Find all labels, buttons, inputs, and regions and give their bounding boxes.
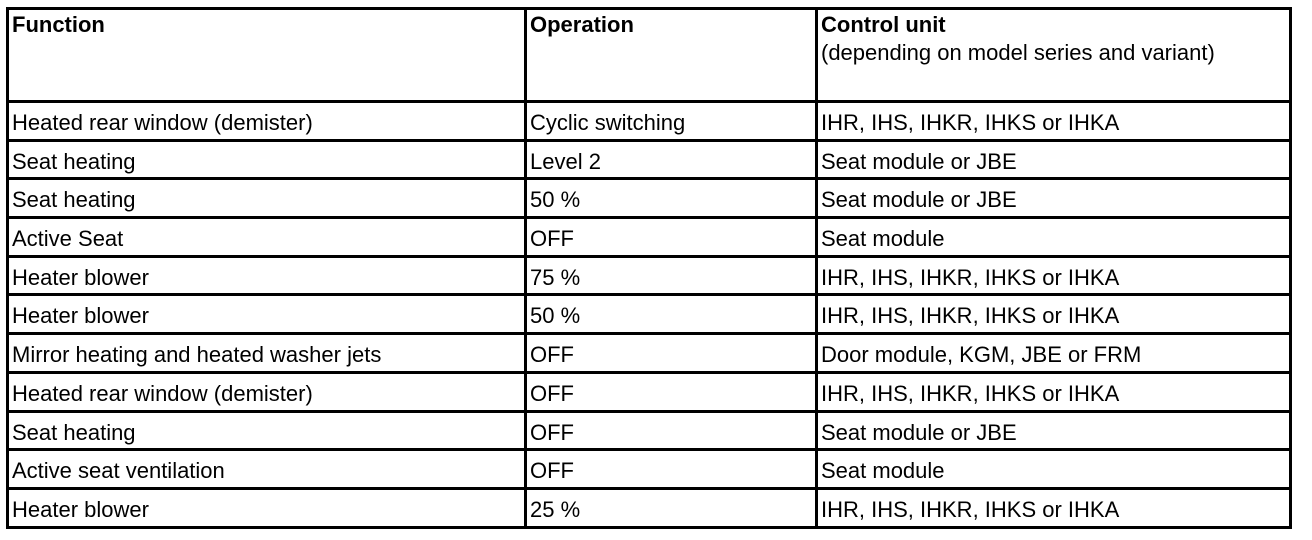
cell-function: Seat heating <box>6 409 527 452</box>
cell-control-unit: Seat module or JBE <box>815 409 1292 452</box>
cell-function: Mirror heating and heated washer jets <box>6 332 527 374</box>
header-control-unit: Control unit (depending on model series … <box>815 7 1292 103</box>
table-row: Heated rear window (demister) OFF IHR, IHS… <box>6 370 1292 413</box>
cell-control-unit: Seat module or JBE <box>815 138 1292 181</box>
header-control-unit-note: (depending on model series and variant) <box>821 40 1215 65</box>
cell-function: Heater blower <box>6 486 527 529</box>
table-row: Heater blower 75 % IHR, IHS, IHKR, IHKS or… <box>6 254 1292 297</box>
cell-control-unit: IHR, IHS, IHKR, IHKS or IHKA <box>815 254 1292 297</box>
cell-function: Heated rear window (demister) <box>6 100 527 142</box>
cell-operation: OFF <box>524 448 818 490</box>
cell-operation: 50 % <box>524 177 818 220</box>
cell-function: Seat heating <box>6 177 527 220</box>
cell-operation: Level 2 <box>524 138 818 181</box>
cell-function: Active Seat <box>6 216 527 258</box>
cell-operation: Cyclic switching <box>524 100 818 142</box>
cell-function: Heater blower <box>6 293 527 336</box>
cell-control-unit: Seat module <box>815 216 1292 258</box>
cell-control-unit: IHR, IHS, IHKR, IHKS or IHKA <box>815 100 1292 142</box>
table-row: Heater blower 25 % IHR, IHS, IHKR, IHKS or… <box>6 486 1292 529</box>
table-row: Heated rear window (demister) Cyclic swit… <box>6 100 1292 142</box>
table-row: Seat heating 50 % Seat module or JBE <box>6 177 1292 220</box>
cell-control-unit: Seat module <box>815 448 1292 490</box>
table-row: Mirror heating and heated washer jets OFF… <box>6 332 1292 374</box>
header-control-unit-label: Control unit <box>821 12 946 37</box>
cell-function: Seat heating <box>6 138 527 181</box>
cell-operation: OFF <box>524 216 818 258</box>
table-row: Active seat ventilation OFF Seat module <box>6 448 1292 490</box>
cell-operation: OFF <box>524 332 818 374</box>
cell-operation: OFF <box>524 370 818 413</box>
table-row: Seat heating OFF Seat module or JBE <box>6 409 1292 452</box>
cell-control-unit: Door module, KGM, JBE or FRM <box>815 332 1292 374</box>
header-function: Function <box>6 7 527 103</box>
cell-function: Heater blower <box>6 254 527 297</box>
cell-operation: 50 % <box>524 293 818 336</box>
cell-control-unit: IHR, IHS, IHKR, IHKS or IHKA <box>815 293 1292 336</box>
table-row: Heater blower 50 % IHR, IHS, IHKR, IHKS or… <box>6 293 1292 336</box>
table-header-row: Function Operation Control unit (dependi… <box>6 7 1292 103</box>
table-row: Seat heating Level 2 Seat module or JBE <box>6 138 1292 181</box>
cell-control-unit: Seat module or JBE <box>815 177 1292 220</box>
cell-function: Heated rear window (demister) <box>6 370 527 413</box>
cell-function: Active seat ventilation <box>6 448 527 490</box>
cell-operation: 75 % <box>524 254 818 297</box>
cell-control-unit: IHR, IHS, IHKR, IHKS or IHKA <box>815 370 1292 413</box>
cell-operation: OFF <box>524 409 818 452</box>
cell-control-unit: IHR, IHS, IHKR, IHKS or IHKA <box>815 486 1292 529</box>
table-row: Active Seat OFF Seat module <box>6 216 1292 258</box>
header-operation: Operation <box>524 7 818 103</box>
function-table: Function Operation Control unit (dependi… <box>6 7 1292 529</box>
cell-operation: 25 % <box>524 486 818 529</box>
